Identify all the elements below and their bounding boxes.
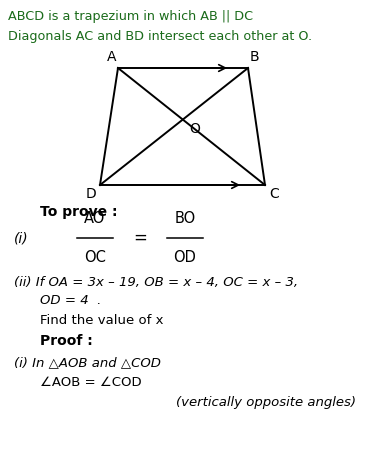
Text: B: B — [250, 50, 260, 64]
Text: (vertically opposite angles): (vertically opposite angles) — [176, 396, 356, 409]
Text: OD = 4  .: OD = 4 . — [40, 294, 101, 307]
Text: D: D — [85, 187, 96, 201]
Text: AO: AO — [84, 211, 106, 226]
Text: ∠AOB = ∠COD: ∠AOB = ∠COD — [40, 376, 142, 389]
Text: (i) In △AOB and △COD: (i) In △AOB and △COD — [14, 356, 161, 369]
Text: (i): (i) — [14, 231, 29, 245]
Text: OC: OC — [84, 250, 106, 265]
Text: BO: BO — [175, 211, 196, 226]
Text: Diagonals AC and BD intersect each other at O.: Diagonals AC and BD intersect each other… — [8, 30, 312, 43]
Text: To prove :: To prove : — [40, 205, 117, 219]
Text: A: A — [107, 50, 116, 64]
Text: OD: OD — [173, 250, 196, 265]
Text: (ii) If OA = 3x – 19, OB = x – 4, OC = x – 3,: (ii) If OA = 3x – 19, OB = x – 4, OC = x… — [14, 276, 298, 289]
Text: =: = — [133, 229, 147, 247]
Text: ABCD is a trapezium in which AB || DC: ABCD is a trapezium in which AB || DC — [8, 10, 253, 23]
Text: C: C — [269, 187, 279, 201]
Text: Find the value of x: Find the value of x — [40, 314, 163, 327]
Text: O: O — [189, 121, 200, 136]
Text: Proof :: Proof : — [40, 334, 93, 348]
